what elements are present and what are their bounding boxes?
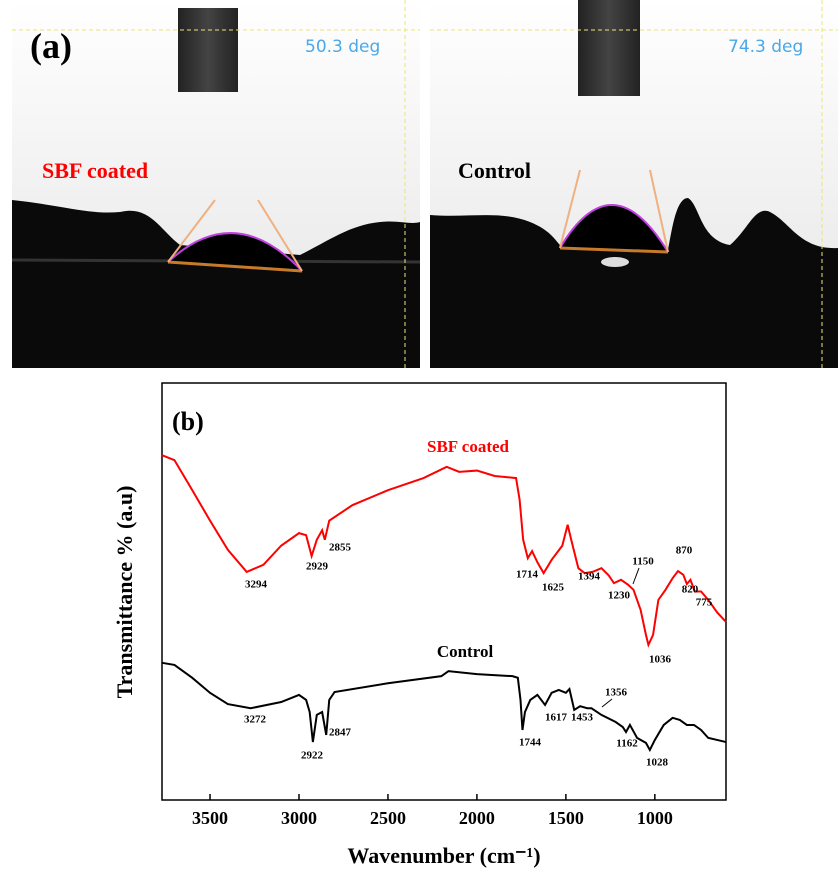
x-tick-label: 3000 <box>281 808 317 828</box>
angle: 74.3 deg <box>728 37 803 57</box>
panel-label: (b) <box>172 407 204 436</box>
leader-line <box>601 698 613 708</box>
spectrum-line <box>161 661 727 753</box>
peak-label: 3294 <box>245 579 268 591</box>
x-tick-label: 1000 <box>637 808 673 828</box>
peak-label: 1028 <box>646 757 669 769</box>
spectrum-line <box>161 454 727 648</box>
peak-label: 2855 <box>329 542 352 554</box>
caption: SBF coated <box>42 158 148 183</box>
peak-label: 1356 <box>605 687 628 699</box>
peak-label: 1394 <box>578 571 601 583</box>
peak-label: 1625 <box>542 582 565 594</box>
peak-label: 1036 <box>649 654 672 666</box>
photo-right <box>430 0 838 368</box>
plot-frame <box>161 382 727 801</box>
x-tick-label: 2000 <box>459 808 495 828</box>
peak-label: 1453 <box>571 712 594 724</box>
peak-label: 1162 <box>616 738 638 750</box>
series-label: Control <box>437 642 494 661</box>
panel-label: (a) <box>30 26 72 66</box>
x-tick-label: 3500 <box>192 808 228 828</box>
peak-label: 2929 <box>306 561 329 573</box>
caption: Control <box>458 158 531 183</box>
photo-left <box>11 0 421 368</box>
peak-label: 1744 <box>519 737 542 749</box>
peak-label: 1150 <box>632 556 654 568</box>
peak-label: 870 <box>676 545 693 557</box>
series-label: SBF coated <box>427 437 510 456</box>
peak-label: 820 <box>682 584 699 596</box>
peak-label: 1714 <box>516 569 539 581</box>
x-tick-label: 2500 <box>370 808 406 828</box>
peak-label: 1230 <box>608 590 631 602</box>
leader-line <box>632 567 640 585</box>
peak-label: 1617 <box>545 712 568 724</box>
x-axis-title: Wavenumber (cm⁻¹) <box>347 843 540 868</box>
peak-label: 2847 <box>329 727 352 739</box>
peak-label: 3272 <box>244 714 267 726</box>
angle: 50.3 deg <box>305 37 380 57</box>
x-tick-label: 1500 <box>548 808 584 828</box>
peak-label: 2922 <box>301 750 324 762</box>
y-axis-title: Transmittance % (a.u) <box>112 486 137 699</box>
peak-label: 775 <box>696 597 713 609</box>
